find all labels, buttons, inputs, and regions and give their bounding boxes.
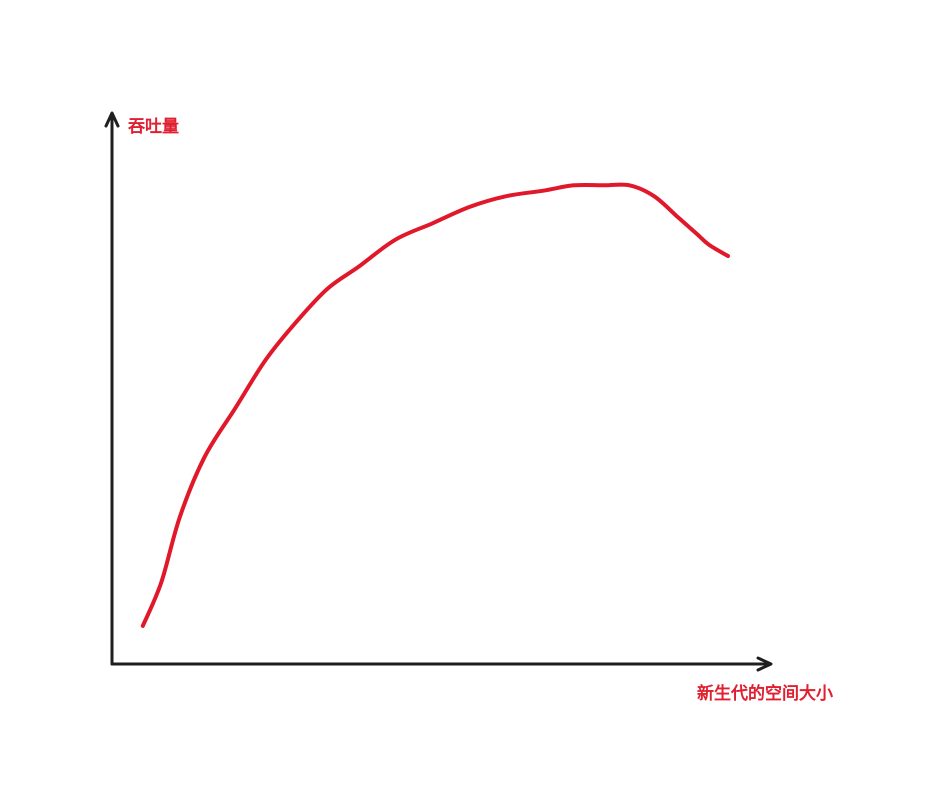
x-axis-arrowhead <box>756 656 773 672</box>
throughput-curve <box>140 182 730 628</box>
x-axis-label: 新生代的空间大小 <box>697 684 833 704</box>
y-axis-arrowhead <box>104 111 120 128</box>
y-axis-label: 吞吐量 <box>128 117 179 137</box>
